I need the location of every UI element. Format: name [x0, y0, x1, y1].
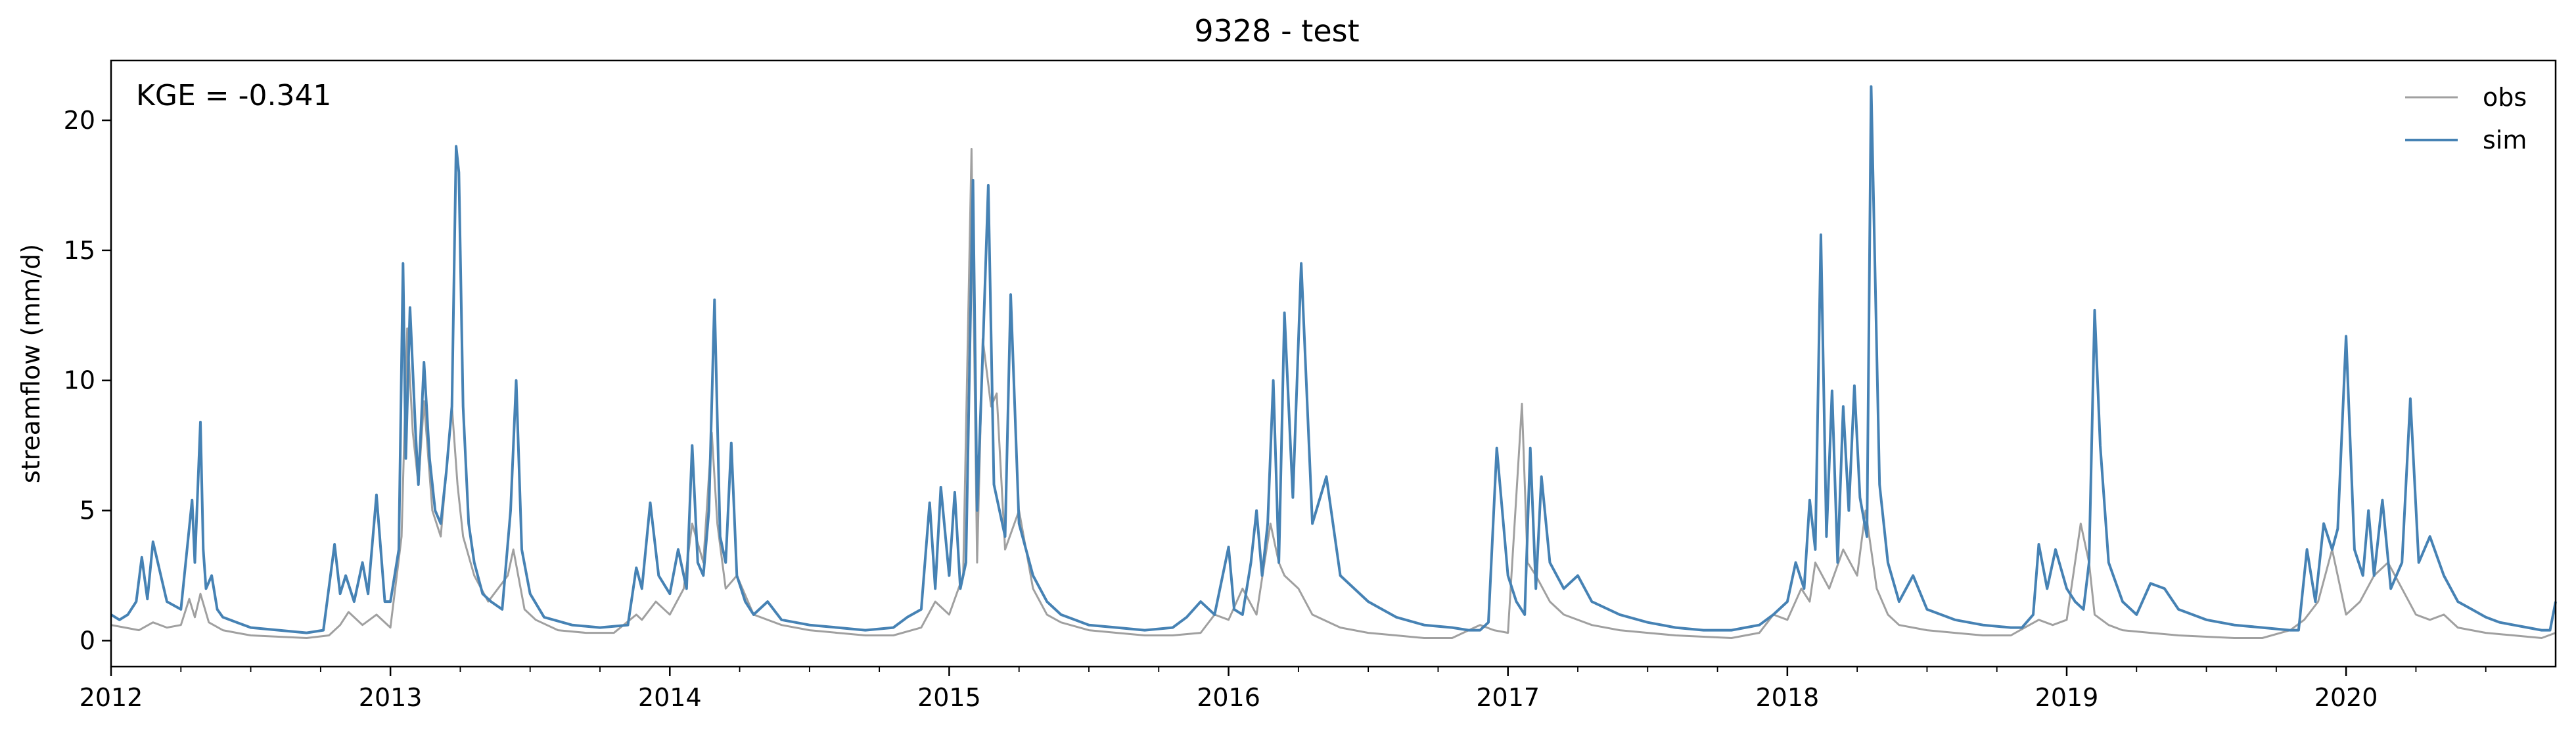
y-tick-label: 5 — [80, 496, 95, 525]
y-tick-label: 20 — [64, 106, 95, 135]
legend: obs sim — [2405, 83, 2527, 154]
x-tick-label: 2012 — [80, 683, 143, 712]
x-tick-label: 2013 — [359, 683, 423, 712]
legend-label-sim: sim — [2483, 126, 2527, 154]
x-tick-label: 2016 — [1197, 683, 1260, 712]
x-tick-label: 2020 — [2314, 683, 2378, 712]
y-tick-label: 15 — [64, 236, 95, 265]
y-tick-label: 0 — [80, 626, 95, 655]
x-axis: 2012 2013 2014 2015 2016 2017 2018 2019 2020 — [80, 667, 2487, 712]
y-tick-label: 10 — [64, 366, 95, 395]
plot-frame — [110, 59, 2557, 668]
x-tick-label: 2015 — [917, 683, 981, 712]
series-layer — [110, 85, 2557, 639]
kge-annotation: KGE = -0.341 — [136, 79, 331, 112]
y-axis: 0 5 10 15 20 — [64, 106, 111, 655]
y-axis-label: streamflow (mm/d) — [16, 244, 45, 483]
x-tick-label: 2019 — [2035, 683, 2099, 712]
x-tick-label: 2018 — [1755, 683, 1819, 712]
series-line-sim — [110, 85, 2557, 634]
x-tick-label: 2017 — [1476, 683, 1540, 712]
legend-label-obs: obs — [2483, 83, 2527, 112]
x-tick-label: 2014 — [638, 683, 702, 712]
chart-title: 9328 - test — [1194, 13, 1359, 49]
